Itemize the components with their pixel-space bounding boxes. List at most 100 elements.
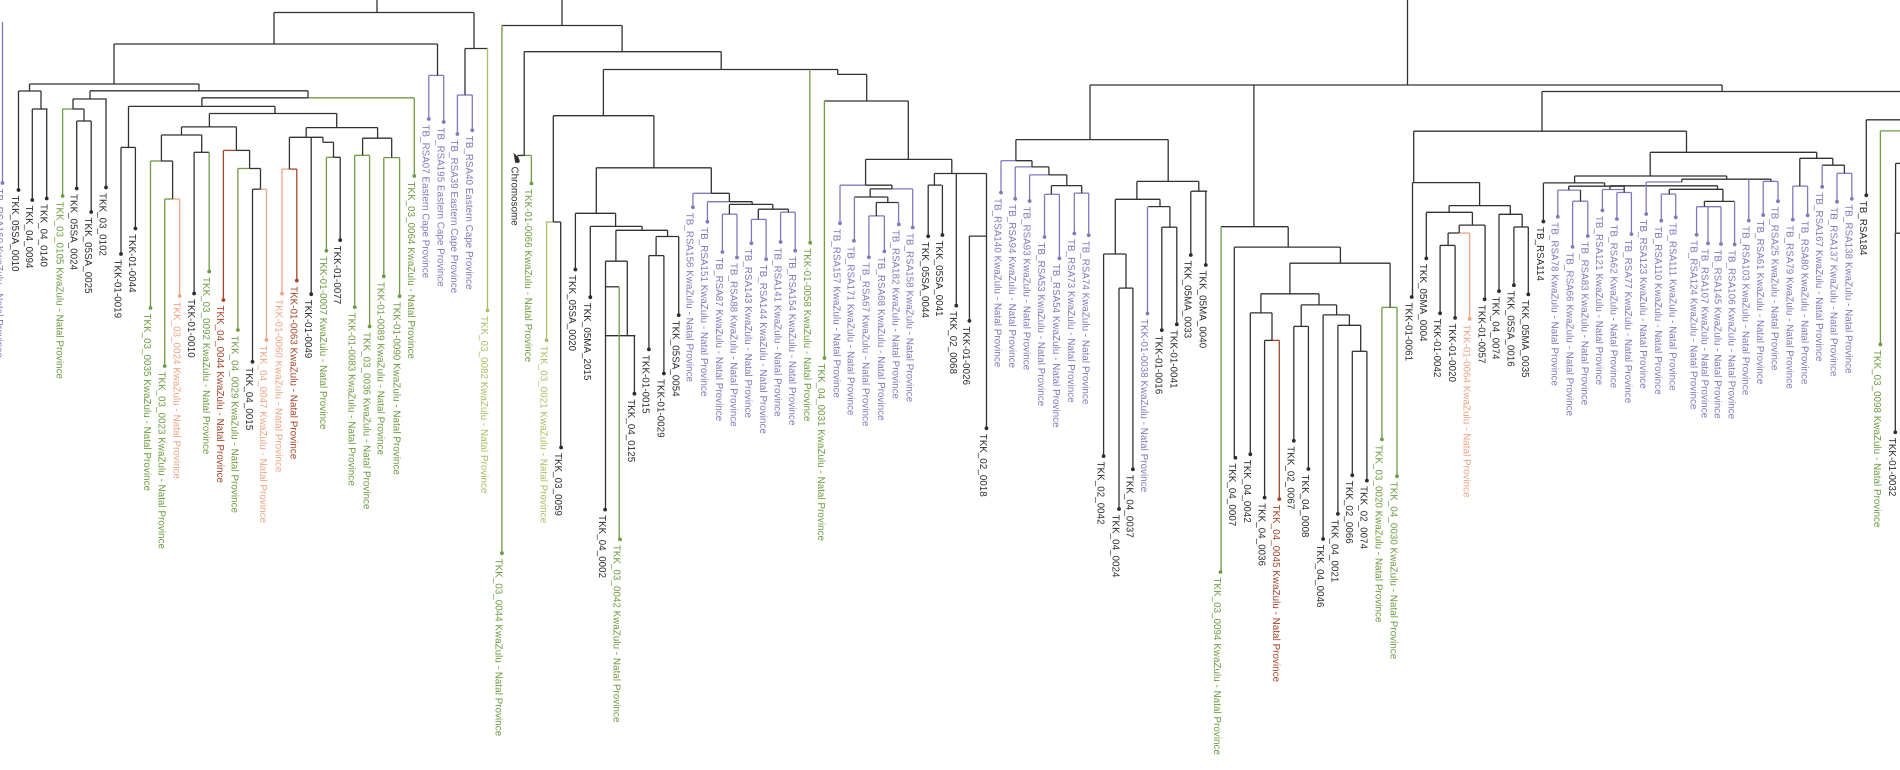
svg-text:TKK-01-0041: TKK-01-0041 — [1168, 330, 1179, 389]
svg-text:TB_RSA145 KwaZulu - Natal Prov: TB_RSA145 KwaZulu - Natal Province — [1712, 250, 1723, 419]
svg-text:TB_RSA93 KwaZulu - Natal Provi: TB_RSA93 KwaZulu - Natal Province — [1020, 207, 1031, 371]
svg-text:TKK_04_0037: TKK_04_0037 — [1124, 475, 1135, 538]
svg-text:TKK_03_0023 KwaZulu - Natal Pr: TKK_03_0023 KwaZulu - Natal Province — [155, 372, 166, 550]
svg-text:TKK-01-0090 KwaZulu - Natal Pr: TKK-01-0090 KwaZulu - Natal Province — [390, 302, 401, 475]
svg-text:TKK-01-0061: TKK-01-0061 — [1402, 303, 1413, 362]
svg-text:TB_RSA66 KwaZulu - Natal Provi: TB_RSA66 KwaZulu - Natal Province — [1563, 252, 1574, 416]
svg-text:TKK_04_0021: TKK_04_0021 — [1329, 519, 1340, 582]
svg-text:TB_RSA124 KwaZulu - Natal Prov: TB_RSA124 KwaZulu - Natal Province — [1687, 240, 1698, 409]
svg-text:TKK_04_0008: TKK_04_0008 — [1299, 475, 1310, 538]
svg-text:TKK_03_0094 KwaZulu - Natal Pr: TKK_03_0094 KwaZulu - Natal Province — [1211, 578, 1222, 756]
svg-text:TKK_02_0066: TKK_02_0066 — [1343, 481, 1354, 544]
svg-text:TKK_03_0102: TKK_03_0102 — [97, 193, 108, 256]
svg-text:TKK_05SA_0024: TKK_05SA_0024 — [67, 194, 78, 271]
svg-text:TB_RSA158 KwaZulu - Natal Prov: TB_RSA158 KwaZulu - Natal Province — [903, 233, 914, 402]
svg-text:TKK-01-0089 KwaZulu - Natal Pr: TKK-01-0089 KwaZulu - Natal Province — [375, 282, 386, 455]
svg-text:Chromosome: Chromosome — [509, 167, 520, 226]
svg-text:TB_RSA143 KwaZulu - Natal Prov: TB_RSA143 KwaZulu - Natal Province — [742, 249, 753, 418]
svg-text:TKK-01-0044: TKK-01-0044 — [126, 234, 137, 293]
svg-text:TKK_03_0035 KwaZulu - Natal Pr: TKK_03_0035 KwaZulu - Natal Province — [141, 314, 152, 492]
svg-text:TKK-01-0042: TKK-01-0042 — [1431, 319, 1442, 378]
svg-text:TB_RSA79 KwaZulu - Natal Provi: TB_RSA79 KwaZulu - Natal Province — [1784, 225, 1795, 389]
svg-text:TKK_03_0098 KwaZulu - Natal Pr: TKK_03_0098 KwaZulu - Natal Province — [1871, 350, 1882, 528]
svg-text:TKK-01-0064 KwaZulu - Natal Pr: TKK-01-0064 KwaZulu - Natal Province — [1460, 324, 1471, 497]
svg-text:TB_RSA151 KwaZulu - Natal Prov: TB_RSA151 KwaZulu - Natal Province — [698, 227, 709, 396]
svg-text:TKK_02_0042: TKK_02_0042 — [1094, 462, 1105, 525]
svg-text:TKK-01-0077: TKK-01-0077 — [331, 246, 342, 305]
svg-text:TKK_05SA_0044: TKK_05SA_0044 — [919, 242, 930, 319]
svg-text:TKK-01-0066 KwaZulu - Natal Pr: TKK-01-0066 KwaZulu - Natal Province — [522, 189, 533, 362]
svg-text:TKK_02_0068: TKK_02_0068 — [947, 311, 958, 374]
svg-text:TKK-01-0019: TKK-01-0019 — [112, 260, 123, 319]
svg-text:TKK_02_0018: TKK_02_0018 — [977, 434, 988, 497]
svg-text:TKK_02_0074: TKK_02_0074 — [1358, 486, 1369, 550]
svg-text:TB_RSA138 KwaZulu - Natal Prov: TB_RSA138 KwaZulu - Natal Province — [1843, 204, 1854, 373]
svg-text:TKK_04_0036: TKK_04_0036 — [1255, 503, 1266, 566]
svg-text:TB_RSA39 Eastern Cape Province: TB_RSA39 Eastern Cape Province — [448, 140, 459, 294]
svg-text:TKK-01-0049: TKK-01-0049 — [302, 300, 313, 359]
svg-text:TB_RSA140 KwaZulu - Natal Prov: TB_RSA140 KwaZulu - Natal Province — [992, 198, 1003, 367]
svg-text:TB_RSA54 KwaZulu - Natal Provi: TB_RSA54 KwaZulu - Natal Province — [1050, 264, 1061, 428]
svg-text:TKK_03_0059: TKK_03_0059 — [552, 453, 563, 516]
svg-text:TB_RSA83 KwaZulu - Natal Provi: TB_RSA83 KwaZulu - Natal Province — [1579, 242, 1590, 406]
svg-text:TB_RSA137 KwaZulu - Natal Prov: TB_RSA137 KwaZulu - Natal Province — [1828, 207, 1839, 376]
svg-text:TKK_05MA_0033: TKK_05MA_0033 — [1182, 261, 1193, 339]
svg-text:TKK_05SA_0041: TKK_05SA_0041 — [933, 241, 944, 317]
svg-text:TB_RSA73 KwaZulu - Natal Provi: TB_RSA73 KwaZulu - Natal Province — [1065, 239, 1076, 403]
svg-text:TKK-01-0020: TKK-01-0020 — [1446, 323, 1457, 382]
svg-text:TB_RSA40 Eastern Cape Province: TB_RSA40 Eastern Cape Province — [463, 136, 474, 290]
svg-text:TB_RSA25 KwaZulu - Natal Provi: TB_RSA25 KwaZulu - Natal Province — [1769, 207, 1780, 371]
svg-text:TKK-01-0083 KwaZulu - Natal Pr: TKK-01-0083 KwaZulu - Natal Province — [345, 313, 356, 486]
svg-text:TKK_04_0140: TKK_04_0140 — [37, 204, 48, 268]
svg-text:TB_RSA171 KwaZulu - Natal Prov: TB_RSA171 KwaZulu - Natal Province — [845, 246, 856, 415]
svg-text:TB_RSA195 Eastern Cape Provinc: TB_RSA195 Eastern Cape Province — [434, 128, 445, 287]
svg-text:TB_RSA167 KwaZulu - Natal Prov: TB_RSA167 KwaZulu - Natal Province — [1813, 192, 1824, 361]
svg-text:TKK_02_0067: TKK_02_0067 — [1285, 446, 1296, 509]
svg-text:TKK_04_0030 KwaZulu - Natal Pr: TKK_04_0030 KwaZulu - Natal Province — [1388, 482, 1399, 660]
svg-text:TB_RSA157 KwaZulu - Natal Prov: TB_RSA157 KwaZulu - Natal Province — [831, 229, 842, 398]
svg-text:TB_RSA154 KwaZulu - Natal Prov: TB_RSA154 KwaZulu - Natal Province — [786, 256, 797, 425]
svg-text:TKK_05MA_0040: TKK_05MA_0040 — [1197, 271, 1208, 349]
svg-text:TB_RSA111 KwaZulu - Natal Prov: TB_RSA111 KwaZulu - Natal Province — [1666, 223, 1677, 391]
svg-text:TB_RSA62 KwaZulu - Natal Provi: TB_RSA62 KwaZulu - Natal Province — [1608, 225, 1619, 389]
svg-text:TB_RSA78 KwaZulu - Natal Provi: TB_RSA78 KwaZulu - Natal Province — [1549, 222, 1560, 386]
svg-text:TB_RSA53 KwaZulu - Natal Provi: TB_RSA53 KwaZulu - Natal Province — [1035, 243, 1046, 407]
svg-text:TB_RSA141 KwaZulu - Natal Prov: TB_RSA141 KwaZulu - Natal Province — [771, 248, 782, 417]
svg-text:TKK_05SA_0054: TKK_05SA_0054 — [669, 321, 680, 398]
svg-text:TB_RSA07 Eastern Cape Province: TB_RSA07 Eastern Cape Province — [420, 125, 431, 279]
svg-text:TB_RSA87 KwaZulu - Natal Provi: TB_RSA87 KwaZulu - Natal Province — [713, 258, 724, 422]
svg-text:TKK_03_0042 KwaZulu - Natal Pr: TKK_03_0042 KwaZulu - Natal Province — [611, 545, 622, 723]
svg-text:TKK_05SA_0025: TKK_05SA_0025 — [82, 218, 93, 294]
svg-text:TKK-01-0060 KwaZulu - Natal Pr: TKK-01-0060 KwaZulu - Natal Province — [273, 299, 284, 472]
svg-text:TB_RSA77 KwaZulu - Natal Provi: TB_RSA77 KwaZulu - Natal Province — [1622, 240, 1633, 404]
svg-text:TKK_04_0047 KwaZulu - Natal Pr: TKK_04_0047 KwaZulu - Natal Province — [257, 346, 268, 524]
svg-text:TKK_04_0007: TKK_04_0007 — [1226, 463, 1237, 526]
svg-text:TKK_03_0082 KwaZulu - Natal Pr: TKK_03_0082 KwaZulu - Natal Province — [478, 316, 489, 494]
svg-text:TKK_04_0002: TKK_04_0002 — [596, 515, 607, 578]
svg-text:TB_RSA106 KwaZulu - Natal Prov: TB_RSA106 KwaZulu - Natal Province — [1725, 250, 1736, 419]
svg-text:TKK-01-0032: TKK-01-0032 — [1886, 438, 1897, 497]
svg-text:TB_RSA156 KwaZulu - Natal Prov: TB_RSA156 KwaZulu - Natal Province — [684, 213, 695, 382]
svg-text:TKK-01-0057: TKK-01-0057 — [1475, 305, 1486, 364]
svg-text:TKK_05SA_0016: TKK_05SA_0016 — [1505, 291, 1516, 367]
svg-text:TB_RSA61 KwaZulu - Natal Provi: TB_RSA61 KwaZulu - Natal Province — [1754, 221, 1765, 385]
svg-text:TB_RSA68 KwaZulu - Natal Provi: TB_RSA68 KwaZulu - Natal Province — [875, 257, 886, 421]
svg-text:TB_RSA67 KwaZulu - Natal Provi: TB_RSA67 KwaZulu - Natal Province — [860, 263, 871, 427]
svg-text:TKK-01-0016: TKK-01-0016 — [1153, 336, 1164, 395]
svg-text:TKK_04_0015: TKK_04_0015 — [243, 367, 254, 430]
svg-text:TKK_05MA_0004: TKK_05MA_0004 — [1417, 264, 1428, 342]
svg-text:TKK_03_0021 KwaZulu - Natal Pr: TKK_03_0021 KwaZulu - Natal Province — [537, 346, 548, 524]
svg-text:TKK_04_0031 KwaZulu - Natal Pr: TKK_04_0031 KwaZulu - Natal Province — [815, 364, 826, 542]
svg-text:TKK_03_0044 KwaZulu - Natal Pr: TKK_03_0044 KwaZulu - Natal Province — [493, 559, 504, 737]
svg-text:TB_RSA160 KwaZulu - Natal Prov: TB_RSA160 KwaZulu - Natal Province — [0, 189, 4, 358]
svg-text:TKK_03_0020 KwaZulu - Natal Pr: TKK_03_0020 KwaZulu - Natal Province — [1373, 445, 1384, 623]
svg-text:TKK_04_0045 KwaZulu - Natal Pr: TKK_04_0045 KwaZulu - Natal Province — [1270, 505, 1281, 683]
svg-text:TKK_03_0092 KwaZulu - Natal Pr: TKK_03_0092 KwaZulu - Natal Province — [200, 277, 211, 455]
svg-text:TKK_04_0074: TKK_04_0074 — [1490, 297, 1501, 361]
svg-text:TKK-01-0029: TKK-01-0029 — [655, 379, 666, 438]
svg-text:TB_RSA107 KwaZulu - Natal Prov: TB_RSA107 KwaZulu - Natal Province — [1699, 249, 1710, 418]
svg-text:TKK_05SA_0010: TKK_05SA_0010 — [9, 196, 20, 273]
svg-text:TKK_04_0044 KwaZulu - Natal Pr: TKK_04_0044 KwaZulu - Natal Province — [214, 306, 225, 484]
svg-text:TB_RSA144 KwaZulu - Natal Prov: TB_RSA144 KwaZulu - Natal Province — [757, 265, 768, 434]
svg-text:TKK-01-0058 KwaZulu - Natal Pr: TKK-01-0058 KwaZulu - Natal Province — [801, 248, 812, 421]
